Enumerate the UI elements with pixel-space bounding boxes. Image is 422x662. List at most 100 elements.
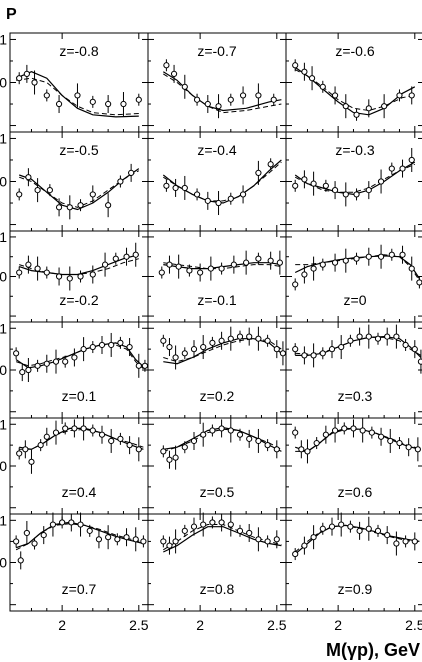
y-tick-label: 1 — [0, 416, 7, 432]
model-curve-dashed — [163, 338, 282, 363]
data-point — [399, 251, 406, 258]
data-point — [350, 425, 357, 432]
data-point — [135, 446, 142, 453]
data-point — [408, 156, 415, 164]
data-point — [384, 333, 391, 340]
panel-label: z=0.6 — [338, 484, 373, 500]
panel-label: z=-0.7 — [197, 43, 237, 59]
data-point — [246, 529, 253, 537]
data-point — [319, 261, 326, 268]
data-point — [215, 103, 222, 110]
data-point — [105, 534, 112, 541]
data-point — [117, 435, 124, 442]
data-point — [126, 442, 133, 449]
panel-frame — [147, 230, 287, 323]
data-point — [172, 538, 179, 545]
data-point — [342, 257, 349, 264]
data-point — [255, 92, 262, 99]
data-point — [322, 431, 329, 438]
data-point — [236, 431, 244, 438]
data-point — [71, 354, 78, 361]
panel: z=0.7 — [9, 512, 149, 612]
panel-label: z=-0.3 — [335, 142, 375, 158]
data-point — [328, 523, 336, 530]
y-tick-label: 1 — [0, 512, 7, 528]
model-curve-dashed — [163, 524, 282, 551]
data-point — [304, 448, 311, 455]
data-point — [37, 442, 44, 449]
data-point — [40, 531, 47, 539]
y-tick-label: 1 — [0, 320, 7, 336]
data-point — [16, 75, 23, 82]
x-axis-label: M(γp), GeV — [326, 640, 420, 660]
data-point — [396, 92, 403, 99]
data-point — [331, 187, 339, 194]
data-point — [16, 191, 23, 198]
y-tick-label: 0 — [0, 458, 7, 474]
panel-label: z=0.1 — [62, 388, 97, 404]
panel: z=0.1 — [9, 321, 149, 419]
data-point — [112, 255, 119, 262]
model-curve-dashed — [163, 428, 282, 452]
y-tick-label: 0 — [0, 269, 7, 285]
data-point — [166, 542, 173, 549]
panel-grid: z=-0.8 z=-0.7 z=-0.6 z=-0.5 z=-0.4 z=-0.3 z=-0… — [0, 31, 422, 633]
data-point — [239, 191, 247, 198]
data-point — [402, 538, 409, 545]
data-point — [80, 346, 87, 353]
data-point — [13, 538, 20, 545]
data-point — [276, 259, 283, 266]
data-point — [301, 352, 308, 359]
data-point — [347, 337, 354, 344]
data-point — [411, 538, 418, 545]
data-point — [181, 527, 188, 534]
data-point — [393, 540, 400, 547]
data-point — [264, 442, 271, 449]
data-point — [114, 536, 121, 543]
data-point — [166, 261, 173, 268]
data-point — [331, 427, 339, 434]
data-point — [135, 96, 142, 103]
data-point — [331, 92, 339, 99]
model-curve-solid — [163, 526, 282, 553]
data-point — [218, 337, 225, 344]
data-point — [341, 425, 348, 432]
data-point — [28, 458, 35, 465]
data-point — [105, 202, 112, 209]
data-point — [55, 204, 63, 211]
data-point — [172, 354, 179, 361]
data-point — [399, 165, 406, 172]
data-point — [273, 346, 280, 353]
data-point — [227, 521, 234, 528]
data-point — [34, 362, 41, 369]
data-point — [209, 427, 216, 434]
data-point — [59, 519, 66, 526]
data-point — [387, 437, 394, 445]
panel: z=-0.2 — [9, 230, 149, 323]
data-point — [209, 339, 216, 346]
data-point — [200, 521, 207, 528]
data-point — [200, 343, 207, 351]
data-point — [301, 176, 308, 183]
data-point — [365, 105, 372, 112]
data-point — [292, 429, 299, 436]
data-point — [227, 335, 234, 342]
model-curve-solid — [295, 427, 420, 453]
data-point — [279, 350, 287, 357]
data-point — [17, 557, 24, 564]
data-point — [141, 362, 149, 369]
data-point — [89, 98, 96, 105]
data-point — [230, 261, 237, 268]
data-point — [166, 343, 173, 351]
data-point — [255, 169, 262, 176]
data-point — [86, 527, 93, 534]
data-point — [246, 333, 253, 340]
data-point — [158, 269, 165, 276]
y-tick-label: 1 — [0, 130, 7, 146]
data-point — [117, 339, 124, 346]
data-point — [77, 273, 84, 280]
data-point — [264, 337, 271, 344]
model-curve-solid — [162, 159, 282, 204]
x-tick-label: 2 — [58, 617, 66, 633]
data-point — [365, 187, 372, 194]
